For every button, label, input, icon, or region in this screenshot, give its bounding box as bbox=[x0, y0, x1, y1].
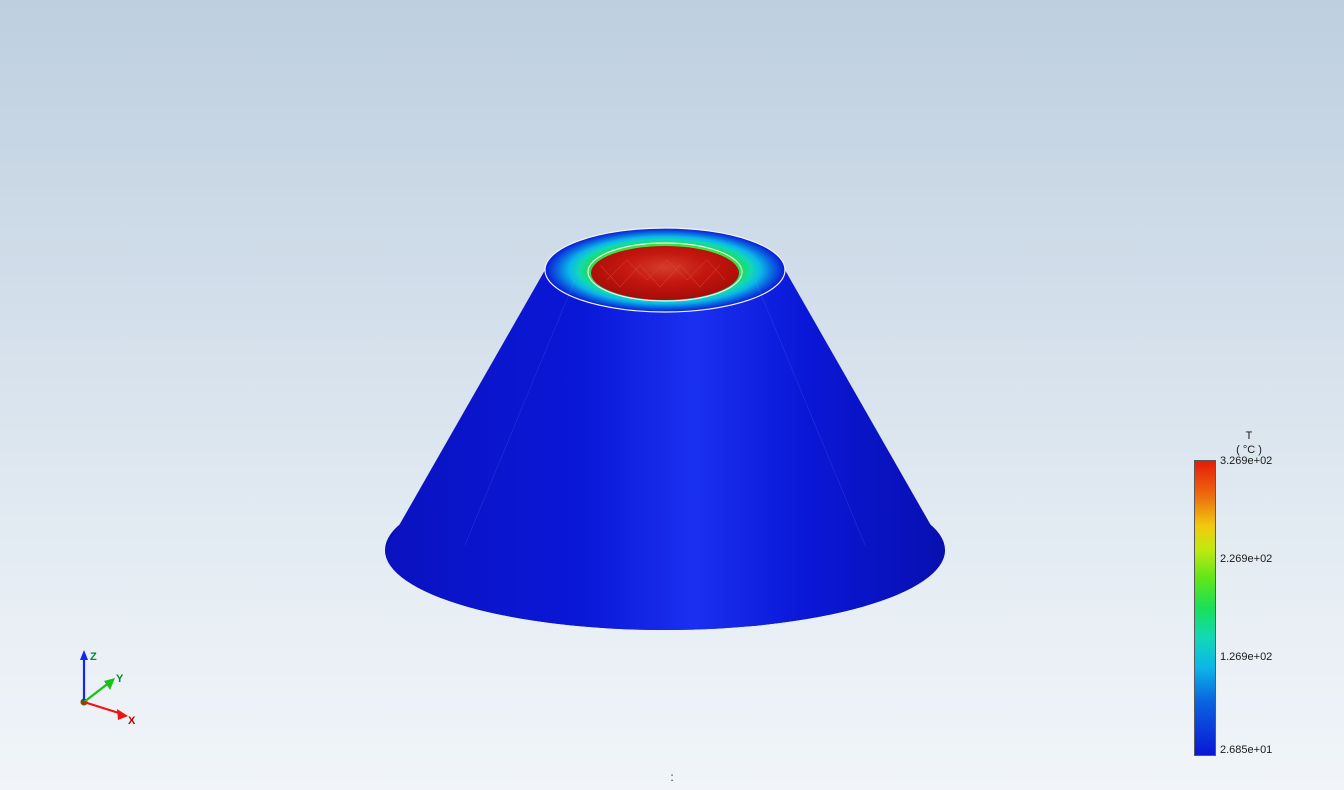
svg-text:Z: Z bbox=[90, 651, 97, 663]
orientation-triad[interactable]: Z Y X bbox=[70, 650, 150, 730]
legend-tick-min: 2.685e+01 bbox=[1220, 744, 1272, 756]
axis-x: X bbox=[84, 702, 136, 727]
legend-tick-2: 2.269e+02 bbox=[1220, 553, 1272, 565]
svg-text:Y: Y bbox=[116, 673, 124, 685]
viewport-3d[interactable]: T ( °C ) 3.269e+02 2.269e+02 1.269e+02 2… bbox=[0, 0, 1344, 790]
legend-colorbar bbox=[1194, 460, 1216, 756]
legend-title: T bbox=[1194, 430, 1304, 442]
cone-inner-cavity bbox=[591, 246, 739, 300]
model-svg bbox=[375, 205, 955, 635]
legend-tick-1: 1.269e+02 bbox=[1220, 651, 1272, 663]
svg-text:X: X bbox=[128, 715, 136, 727]
status-text: : bbox=[670, 770, 673, 784]
axis-y: Y bbox=[84, 673, 124, 702]
color-legend: T ( °C ) 3.269e+02 2.269e+02 1.269e+02 2… bbox=[1194, 430, 1304, 754]
legend-body: 3.269e+02 2.269e+02 1.269e+02 2.685e+01 bbox=[1194, 460, 1304, 754]
model-cone[interactable] bbox=[375, 205, 955, 635]
legend-tick-max: 3.269e+02 bbox=[1220, 455, 1272, 467]
triad-svg: Z Y X bbox=[70, 650, 150, 730]
